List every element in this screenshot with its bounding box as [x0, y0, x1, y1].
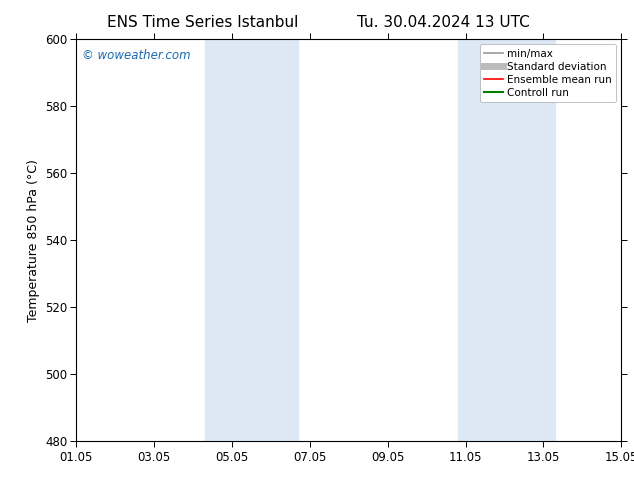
- Bar: [205, 39, 298, 441]
- Y-axis label: Temperature 850 hPa (°C): Temperature 850 hPa (°C): [27, 159, 40, 321]
- Text: Tu. 30.04.2024 13 UTC: Tu. 30.04.2024 13 UTC: [358, 15, 530, 30]
- Bar: [458, 39, 555, 441]
- Text: © woweather.com: © woweather.com: [82, 49, 190, 62]
- Legend: min/max, Standard deviation, Ensemble mean run, Controll run: min/max, Standard deviation, Ensemble me…: [480, 45, 616, 102]
- Text: ENS Time Series Istanbul: ENS Time Series Istanbul: [107, 15, 299, 30]
